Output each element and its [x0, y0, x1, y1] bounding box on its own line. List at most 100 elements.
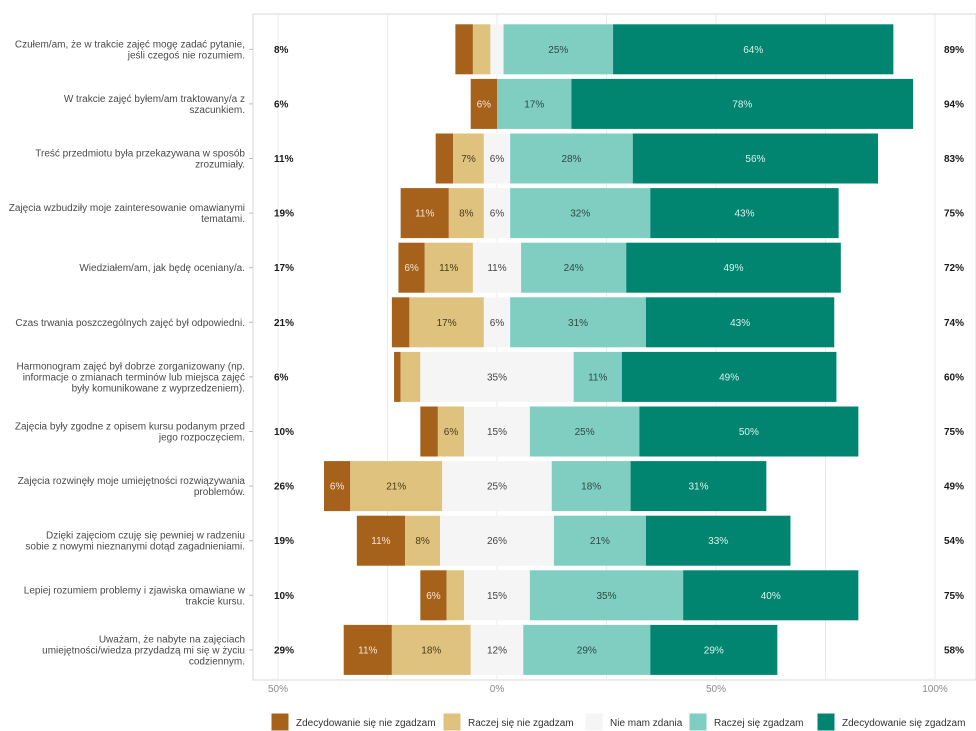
legend-swatch	[271, 713, 289, 731]
bar-segment	[497, 78, 572, 129]
bar-segment	[391, 297, 410, 348]
segment-label: 8%	[459, 209, 474, 220]
bar-segment	[391, 624, 471, 675]
bar-segment	[483, 188, 511, 239]
bar-segment	[626, 242, 841, 293]
segment-label: 6%	[330, 482, 345, 493]
bar-segment	[409, 297, 484, 348]
left-total-label: 11%	[274, 154, 294, 165]
right-total-label: 75%	[944, 427, 964, 438]
legend-label: Zdecydowanie się zgadzam	[842, 718, 965, 729]
segment-label: 8%	[415, 536, 430, 547]
segment-label: 49%	[724, 263, 744, 274]
question-label: Uważam, że nabyte na zajęciach	[99, 634, 245, 645]
bar-segment	[470, 624, 524, 675]
bar-segment	[350, 461, 443, 512]
segment-label: 49%	[719, 372, 739, 383]
segment-label: 35%	[596, 591, 616, 602]
labels-layer: 25% 64% Czułem/am, że w trakcie zajęć mogę…	[9, 39, 964, 667]
segment-label: 11%	[358, 645, 377, 656]
segment-label: 11%	[371, 536, 390, 547]
bar-segment	[343, 624, 392, 675]
right-total-label: 75%	[944, 209, 964, 220]
segment-label: 11%	[588, 372, 607, 383]
bar-segment	[472, 242, 522, 293]
x-tick-label: 100%	[922, 684, 948, 695]
question-label: Dzięki zajęciom czuję się pewniej w radz…	[46, 531, 245, 542]
bar-segment	[632, 133, 879, 184]
x-tick-label: 50%	[706, 684, 726, 695]
left-total-label: 10%	[274, 427, 294, 438]
bar-segment	[394, 351, 401, 402]
question-label: codziennym.	[189, 656, 245, 667]
bar-segment	[446, 570, 465, 621]
bar-segment	[442, 461, 552, 512]
bar-segment	[621, 351, 837, 402]
bar-segment	[683, 570, 859, 621]
bar-segment	[420, 351, 574, 402]
bar-segment	[571, 78, 914, 129]
question-label: były komunikowane z wyprzedzeniem).	[72, 383, 245, 394]
bar-segment	[483, 133, 511, 184]
segment-label: 6%	[444, 427, 459, 438]
bar-segment	[437, 406, 465, 457]
bar-segment	[420, 570, 447, 621]
segment-label: 43%	[730, 318, 750, 329]
segment-label: 50%	[739, 427, 759, 438]
segment-label: 40%	[761, 591, 781, 602]
question-label: W trakcie zajęć byłem/am traktowany/a z	[64, 94, 245, 105]
segment-label: 35%	[487, 372, 507, 383]
question-label: Harmonogram zajęć był dobrze zorganizowa…	[17, 361, 245, 372]
bar-segment	[400, 351, 421, 402]
left-total-label: 26%	[274, 482, 294, 493]
legend-label: Zdecydowanie się nie zgadzam	[296, 718, 436, 729]
segment-label: 12%	[487, 645, 507, 656]
question-label: Zajęcia wzbudziły moje zainteresowanie o…	[9, 203, 245, 214]
segment-label: 6%	[404, 263, 419, 274]
question-label: trakcie kursu.	[186, 596, 245, 607]
segment-label: 17%	[437, 318, 457, 329]
right-total-label: 89%	[944, 45, 964, 56]
left-total-label: 19%	[274, 209, 294, 220]
bar-segment	[645, 515, 791, 566]
right-total-label: 72%	[944, 263, 964, 274]
segment-label: 33%	[708, 536, 728, 547]
legend-label: Raczej się nie zgadzam	[468, 718, 574, 729]
bar-segment	[398, 242, 425, 293]
segment-label: 18%	[421, 645, 441, 656]
segment-label: 15%	[487, 591, 507, 602]
question-label: szacunkiem.	[189, 105, 245, 116]
segment-label: 32%	[570, 209, 590, 220]
bar-segment	[455, 24, 473, 75]
bar-segment	[551, 461, 631, 512]
bar-segment	[490, 24, 504, 75]
segment-label: 29%	[577, 645, 597, 656]
x-tick-label: 50%	[268, 684, 288, 695]
segment-label: 31%	[568, 318, 588, 329]
bar-segment	[503, 24, 614, 75]
segment-label: 21%	[386, 482, 406, 493]
question-label: Czas trwania poszczególnych zajęć był od…	[15, 318, 245, 329]
bars-layer	[323, 24, 914, 675]
bar-segment	[453, 133, 484, 184]
segment-label: 6%	[490, 209, 505, 220]
bar-segment	[521, 242, 627, 293]
segment-label: 11%	[439, 263, 458, 274]
legend-swatch	[689, 713, 707, 731]
bar-segment	[464, 570, 530, 621]
segment-label: 6%	[426, 591, 441, 602]
left-total-label: 6%	[274, 99, 289, 110]
segment-label: 64%	[743, 45, 763, 56]
bar-segment	[613, 24, 894, 75]
question-label: Treść przedmiotu była przekazywana w spo…	[35, 149, 245, 160]
legend-swatch	[443, 713, 461, 731]
bar-segment	[470, 78, 497, 129]
bar-segment	[400, 188, 449, 239]
bar-segment	[424, 242, 473, 293]
bar-segment	[435, 133, 454, 184]
left-total-label: 8%	[274, 45, 289, 56]
right-total-label: 60%	[944, 372, 964, 383]
right-total-label: 58%	[944, 645, 964, 656]
segment-label: 43%	[734, 209, 754, 220]
left-total-label: 10%	[274, 591, 294, 602]
